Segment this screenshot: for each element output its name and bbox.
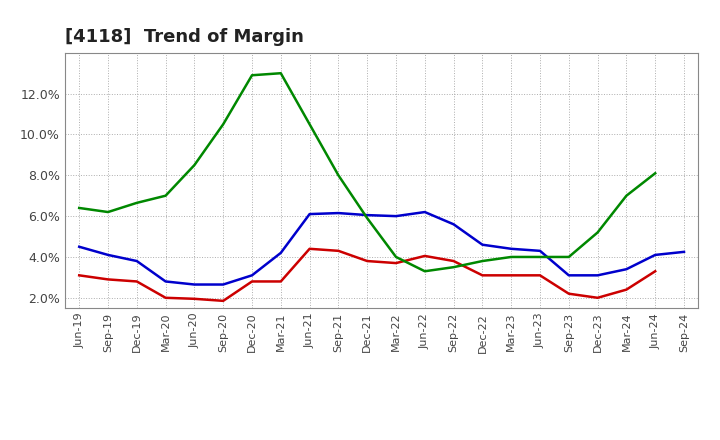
Line: Net Income: Net Income xyxy=(79,249,655,301)
Ordinary Income xyxy=(593,273,602,278)
Net Income xyxy=(334,248,343,253)
Ordinary Income xyxy=(190,282,199,287)
Text: [4118]  Trend of Margin: [4118] Trend of Margin xyxy=(65,28,304,46)
Operating Cashflow xyxy=(564,254,573,260)
Ordinary Income xyxy=(392,213,400,219)
Ordinary Income xyxy=(334,210,343,216)
Net Income xyxy=(564,291,573,297)
Operating Cashflow xyxy=(334,172,343,178)
Net Income xyxy=(363,258,372,264)
Operating Cashflow xyxy=(104,209,112,215)
Operating Cashflow xyxy=(190,162,199,168)
Operating Cashflow xyxy=(132,200,141,205)
Operating Cashflow xyxy=(478,258,487,264)
Net Income xyxy=(593,295,602,301)
Operating Cashflow xyxy=(75,205,84,211)
Operating Cashflow xyxy=(651,171,660,176)
Line: Operating Cashflow: Operating Cashflow xyxy=(79,73,655,271)
Net Income xyxy=(305,246,314,251)
Ordinary Income xyxy=(507,246,516,251)
Net Income xyxy=(536,273,544,278)
Operating Cashflow xyxy=(449,264,458,270)
Operating Cashflow xyxy=(363,216,372,221)
Operating Cashflow xyxy=(305,121,314,127)
Operating Cashflow xyxy=(392,254,400,260)
Ordinary Income xyxy=(219,282,228,287)
Net Income xyxy=(104,277,112,282)
Operating Cashflow xyxy=(536,254,544,260)
Operating Cashflow xyxy=(276,70,285,76)
Ordinary Income xyxy=(132,258,141,264)
Net Income xyxy=(219,298,228,304)
Operating Cashflow xyxy=(420,268,429,274)
Ordinary Income xyxy=(161,279,170,284)
Net Income xyxy=(420,253,429,259)
Ordinary Income xyxy=(420,209,429,215)
Ordinary Income xyxy=(478,242,487,247)
Net Income xyxy=(276,279,285,284)
Net Income xyxy=(622,287,631,292)
Net Income xyxy=(651,268,660,274)
Ordinary Income xyxy=(449,222,458,227)
Operating Cashflow xyxy=(161,193,170,198)
Ordinary Income xyxy=(651,252,660,257)
Ordinary Income xyxy=(75,244,84,249)
Operating Cashflow xyxy=(219,121,228,127)
Operating Cashflow xyxy=(622,193,631,198)
Operating Cashflow xyxy=(593,230,602,235)
Net Income xyxy=(161,295,170,301)
Net Income xyxy=(132,279,141,284)
Ordinary Income xyxy=(104,252,112,257)
Ordinary Income xyxy=(248,273,256,278)
Ordinary Income xyxy=(363,213,372,218)
Ordinary Income xyxy=(564,273,573,278)
Net Income xyxy=(248,279,256,284)
Ordinary Income xyxy=(622,267,631,272)
Ordinary Income xyxy=(276,250,285,256)
Line: Ordinary Income: Ordinary Income xyxy=(79,212,684,285)
Net Income xyxy=(75,273,84,278)
Net Income xyxy=(449,258,458,264)
Net Income xyxy=(392,260,400,266)
Net Income xyxy=(478,273,487,278)
Ordinary Income xyxy=(680,249,688,254)
Operating Cashflow xyxy=(248,73,256,78)
Ordinary Income xyxy=(305,212,314,217)
Net Income xyxy=(190,296,199,301)
Operating Cashflow xyxy=(507,254,516,260)
Ordinary Income xyxy=(536,248,544,253)
Net Income xyxy=(507,273,516,278)
